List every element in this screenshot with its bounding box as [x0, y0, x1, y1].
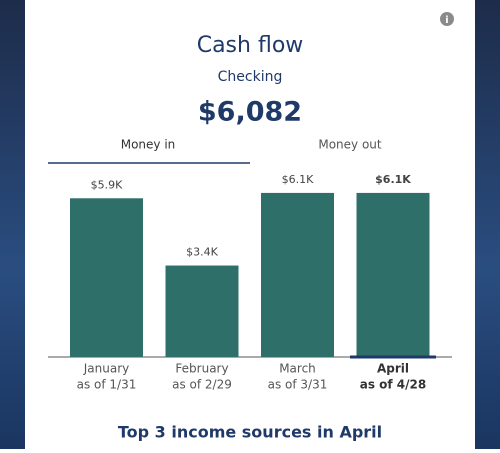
balance: $6,082: [198, 97, 302, 128]
title: Cash flow: [197, 33, 304, 58]
value-label: $6.1K: [375, 173, 411, 186]
tab-money-in[interactable]: Money in: [121, 138, 176, 152]
tab-money-out[interactable]: Money out: [318, 138, 382, 152]
value-label: $5.9K: [91, 178, 123, 191]
category-note: as of 4/28: [360, 378, 427, 392]
info-glyph: i: [445, 15, 448, 26]
category-label: January: [83, 362, 130, 376]
value-label: $6.1K: [282, 173, 314, 186]
bar[interactable]: [165, 265, 239, 357]
value-label: $3.4K: [186, 246, 218, 259]
info-icon[interactable]: [440, 12, 454, 26]
category-note: as of 2/29: [172, 378, 232, 392]
category-label: April: [377, 362, 409, 376]
category-note: as of 3/31: [268, 378, 328, 392]
section-heading: Top 3 income sources in April: [118, 423, 382, 442]
category-label: February: [175, 362, 228, 376]
bar[interactable]: [70, 198, 143, 357]
category-label: March: [279, 362, 316, 376]
bar[interactable]: [356, 192, 430, 357]
subtitle: Checking: [218, 69, 283, 85]
bar[interactable]: [261, 192, 334, 357]
category-note: as of 1/31: [77, 378, 137, 392]
